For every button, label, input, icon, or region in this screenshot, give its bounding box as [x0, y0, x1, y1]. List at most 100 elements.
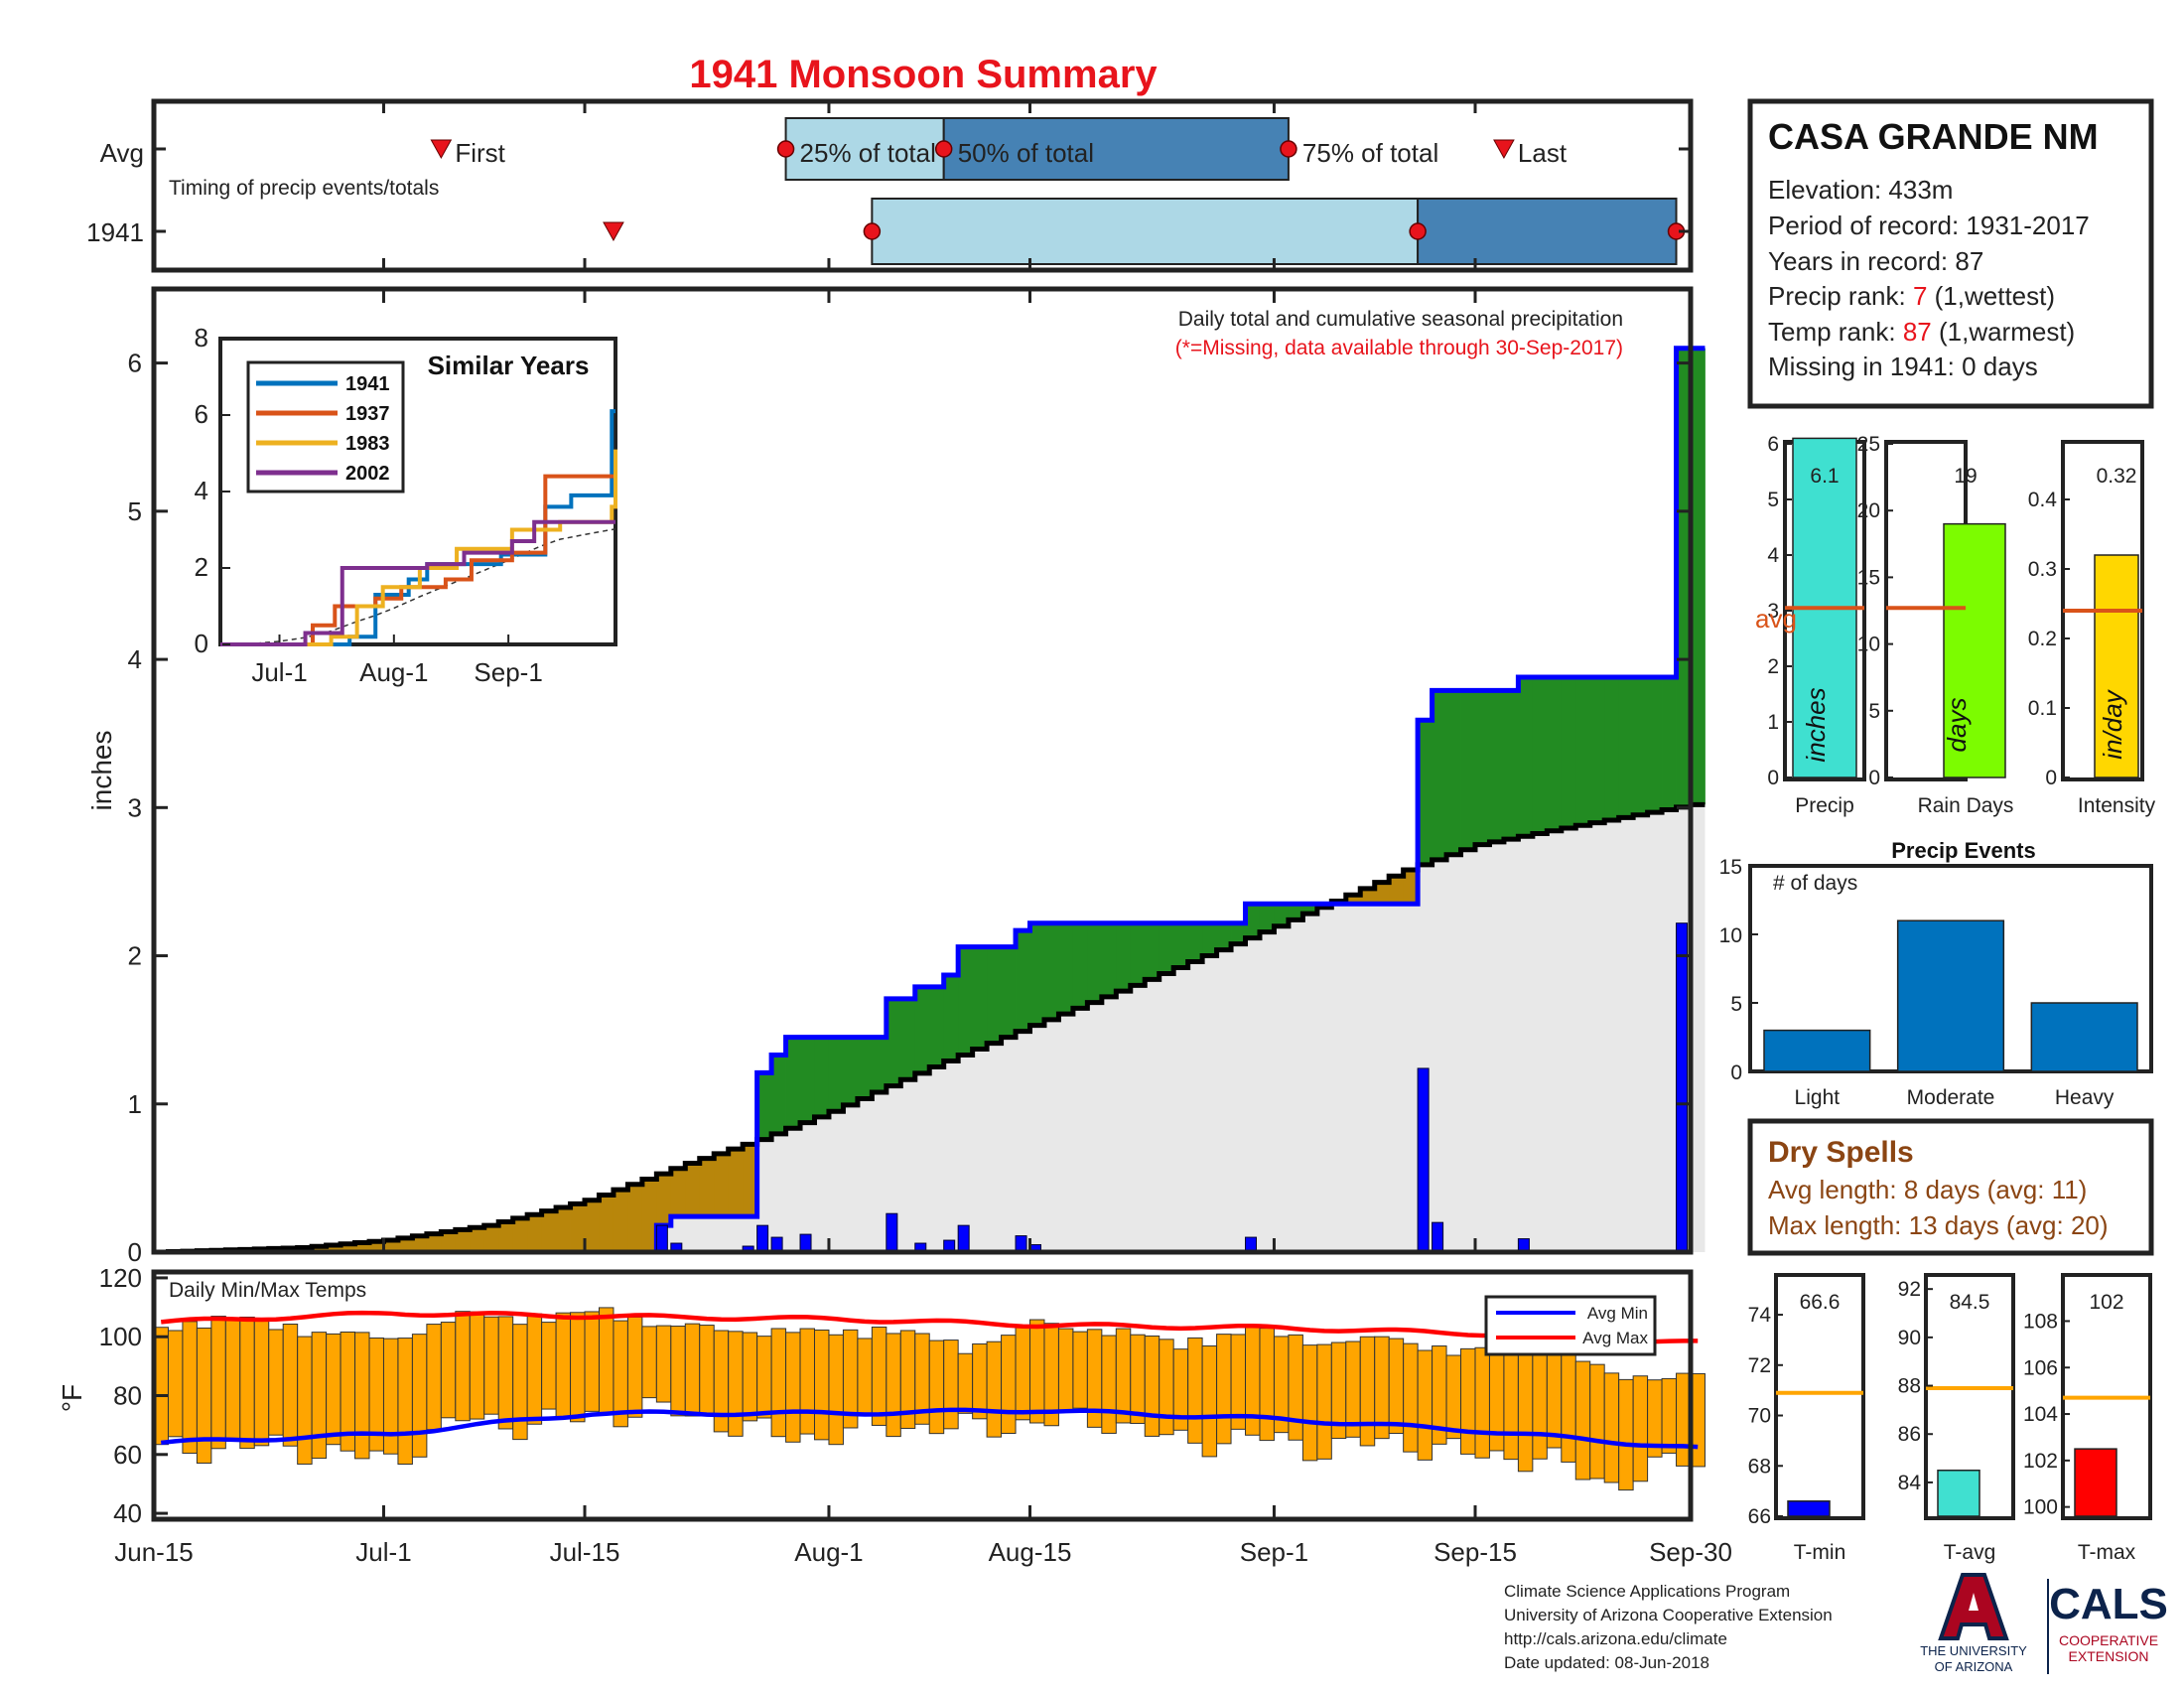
- precip-event-bar-light: [1764, 1031, 1870, 1071]
- dry-spells-title: Dry Spells: [1768, 1136, 1914, 1169]
- intensity-summary-value: 0.32: [2097, 465, 2137, 488]
- temp-y-tick-label: 40: [113, 1498, 142, 1528]
- temp-summary-y-tick-label: 90: [1898, 1327, 1921, 1349]
- surplus-day-fill: [829, 1038, 844, 1112]
- surplus-day-fill: [1145, 923, 1160, 980]
- precip-events-y-tick-label: 10: [1719, 924, 1742, 947]
- precip-missing-note: (*=Missing, data available through 30-Se…: [1175, 337, 1623, 359]
- daily-precip-bar: [1418, 1068, 1429, 1252]
- surplus-day-fill: [1446, 690, 1461, 854]
- surplus-day-fill: [843, 1038, 858, 1105]
- avg-p50-marker: [936, 141, 952, 157]
- surplus-day-fill: [1058, 923, 1073, 1014]
- daily-temp-range-bar: [1260, 1329, 1274, 1441]
- inset-y-tick-label: 2: [195, 552, 208, 582]
- tavg-label: T-avg: [1944, 1541, 1996, 1564]
- summary-y-tick-label: 1: [1767, 711, 1779, 734]
- station-period: Period of record: 1931-2017: [1768, 211, 2090, 240]
- surplus-day-fill: [1102, 923, 1117, 997]
- avg-p75-marker: [1281, 141, 1297, 157]
- daily-temp-range-bar: [1504, 1341, 1518, 1459]
- surplus-day-fill: [1662, 677, 1677, 810]
- station-precip-rank: Precip rank: 7 (1,wettest): [1768, 281, 2055, 311]
- daily-temp-range-bar: [427, 1325, 441, 1430]
- temp-panel: Daily Min/Max Temps °F Avg Min Avg Max 4…: [57, 1263, 1732, 1567]
- surplus-day-fill: [1504, 690, 1519, 839]
- surplus-day-fill: [973, 947, 988, 1050]
- summary-y-tick-label: 15: [1857, 566, 1880, 589]
- daily-temp-range-bar: [513, 1325, 527, 1440]
- temp-summary-y-tick-label: 84: [1898, 1472, 1922, 1494]
- inset-x-tick-label: Sep-1: [474, 657, 542, 687]
- timing-p50-label: 50% of total: [958, 138, 1094, 168]
- daily-temp-range-bar: [887, 1334, 900, 1437]
- date-axis-tick-label: Sep-1: [1240, 1537, 1308, 1567]
- summary-y-tick-label: 5: [1767, 489, 1779, 511]
- surplus-day-fill: [1547, 677, 1562, 831]
- daily-temp-range-bar: [225, 1318, 239, 1440]
- temp-y-tick-label: 60: [113, 1440, 142, 1470]
- inset-y-tick-label: 6: [195, 399, 208, 429]
- surplus-day-fill: [1002, 947, 1017, 1038]
- daily-temp-range-bar: [283, 1325, 297, 1447]
- daily-temp-range-bar: [412, 1335, 426, 1458]
- precip-event-category-heavy: Heavy: [2055, 1086, 2115, 1109]
- daily-temp-range-bar: [1461, 1348, 1475, 1454]
- temp-summary-value-bar: [1938, 1471, 1979, 1516]
- surplus-day-fill: [1648, 677, 1663, 812]
- summary-y-tick-label: 0: [2045, 767, 2057, 789]
- daily-temp-range-bar: [973, 1343, 987, 1418]
- daily-temp-range-bar: [1160, 1340, 1173, 1435]
- surplus-day-fill: [987, 947, 1002, 1044]
- surplus-day-fill: [1073, 923, 1088, 1009]
- daily-temp-range-bar: [312, 1333, 326, 1459]
- daily-temp-range-bar: [1404, 1343, 1418, 1452]
- station-elevation: Elevation: 433m: [1768, 175, 1953, 205]
- 1941-p25-marker: [864, 223, 880, 239]
- daily-temp-range-bar: [542, 1323, 556, 1409]
- daily-temp-range-bar: [197, 1328, 210, 1463]
- daily-temp-range-bar: [1446, 1355, 1460, 1439]
- surplus-day-fill: [1461, 690, 1476, 849]
- daily-temp-range-bar: [1562, 1353, 1575, 1462]
- timing-p75-label: 75% of total: [1302, 138, 1438, 168]
- deficit-day-fill: [700, 1159, 715, 1216]
- precip-ylabel: inches: [86, 731, 117, 811]
- daily-temp-range-bar: [571, 1313, 585, 1422]
- temp-summary-y-tick-label: 100: [2023, 1496, 2058, 1519]
- arizona-a-logo: [1941, 1575, 2006, 1638]
- daily-temp-range-bar: [168, 1331, 182, 1437]
- daily-temp-range-bar: [470, 1312, 483, 1419]
- precip-main-panel: Daily total and cumulative seasonal prec…: [86, 289, 1706, 1267]
- timing-row-avg-label: Avg: [100, 138, 144, 168]
- surplus-day-fill: [929, 987, 944, 1067]
- daily-temp-range-bar: [1202, 1346, 1216, 1457]
- daily-precip-bar: [757, 1225, 768, 1252]
- precip-y-tick-label: 4: [128, 644, 142, 674]
- temp-title: Daily Min/Max Temps: [169, 1279, 366, 1302]
- daily-temp-range-bar: [1217, 1335, 1231, 1444]
- temp-summary-y-tick-label: 102: [2023, 1450, 2058, 1473]
- surplus-day-fill: [1562, 677, 1576, 828]
- daily-temp-range-bar: [1633, 1376, 1647, 1481]
- rain-days-summary-value: 19: [1954, 465, 1977, 488]
- summary-y-tick-label: 0: [1868, 767, 1880, 789]
- cals-coop-line-2: EXTENSION: [2069, 1648, 2149, 1664]
- surplus-day-fill: [900, 999, 915, 1079]
- dry-spells-box: Dry Spells Avg length: 8 days (avg: 11) …: [1750, 1121, 2151, 1253]
- tmax-value: 102: [2089, 1291, 2123, 1314]
- 1941-50-75-box: [1418, 199, 1676, 264]
- daily-temp-range-bar: [1289, 1335, 1302, 1440]
- tmin-label: T-min: [1794, 1541, 1846, 1564]
- deficit-day-fill: [627, 1185, 642, 1252]
- daily-temp-range-bar: [671, 1327, 685, 1416]
- inset-legend-label-1941: 1941: [345, 373, 390, 395]
- tavg-value: 84.5: [1950, 1291, 1990, 1314]
- inset-y-tick-label: 4: [195, 476, 208, 505]
